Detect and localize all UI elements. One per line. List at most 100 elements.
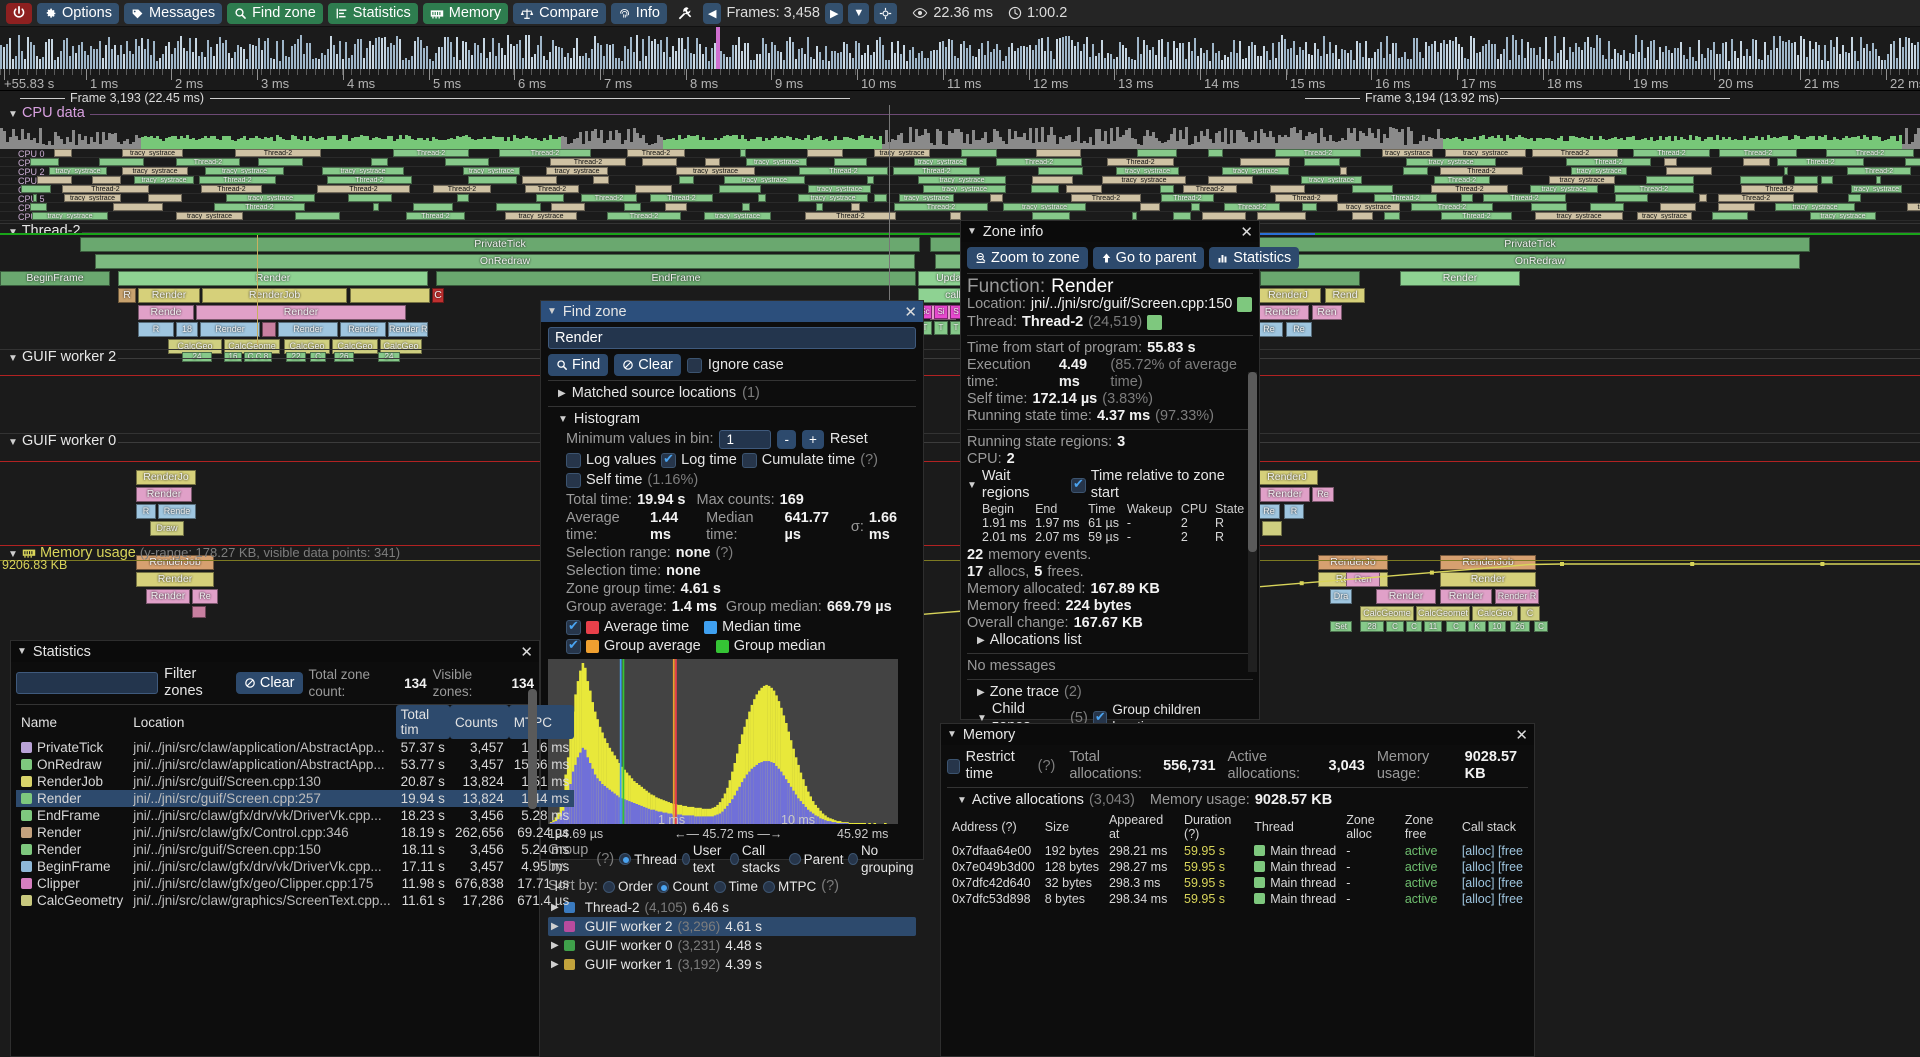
cpu-zone-block[interactable]: Thread-2 (1275, 149, 1361, 157)
timeline-zone[interactable]: Render (278, 322, 338, 337)
group-average-checkbox[interactable] (566, 637, 581, 654)
statistics-table[interactable]: Name Location Total timCountsMTPC PrivateT… (16, 705, 575, 909)
cpu-zone-block[interactable]: Thread-2 (1224, 203, 1280, 211)
cpu-zone-block[interactable] (1590, 203, 1624, 211)
cpu-zone-block[interactable]: tracy_systrace (808, 185, 871, 193)
cpu-zone-block[interactable]: Thread-2 (1107, 158, 1174, 166)
cpu-zone-block[interactable]: tracy_systrace (1775, 203, 1855, 211)
cpu-zone-block[interactable] (1666, 167, 1712, 175)
cpu-zone-block[interactable] (1794, 176, 1818, 184)
cpu-zone-block[interactable]: Thread-2 (805, 212, 896, 220)
cpu-zone-block[interactable] (624, 203, 641, 211)
statistics-scrollbar[interactable] (528, 689, 537, 809)
cpu-zone-block[interactable] (1066, 185, 1102, 193)
timeline-zone[interactable]: C (1406, 621, 1422, 632)
statistics-column-header[interactable]: Counts (449, 705, 509, 739)
cpu-zone-block[interactable] (705, 158, 720, 166)
thread-header-guif-worker-0[interactable]: ▼ GUIF worker 0 (8, 433, 116, 449)
table-row[interactable]: Render jni/../jni/src/claw/gfx/Control.cp… (16, 824, 574, 841)
timeline-zone[interactable]: 28 (1360, 621, 1384, 632)
timeline-zone[interactable]: Rende (158, 504, 196, 519)
timeline-zone[interactable]: Render (118, 271, 428, 286)
timeline-zone[interactable]: Re (1255, 322, 1283, 337)
timeline-zone[interactable]: 10 (1488, 621, 1506, 632)
cpu-zone-block[interactable] (1270, 185, 1305, 193)
filter-zones-input[interactable] (16, 672, 159, 694)
radio-icon[interactable] (763, 880, 776, 893)
sort-by-option[interactable]: MTPC (763, 878, 816, 895)
cpu-zone-block[interactable]: tracy_systrace (914, 158, 967, 166)
timeline-zone[interactable]: C (1386, 621, 1404, 632)
cpu-zone-block[interactable] (37, 176, 72, 184)
selection-range-help[interactable]: (?) (715, 545, 734, 561)
timeline-zone[interactable]: Re (1286, 322, 1312, 337)
cpu-zone-block[interactable]: tracy_systrace (49, 167, 107, 175)
timeline-zone[interactable]: Render (1400, 271, 1520, 286)
cpu-zone-block[interactable]: Thread-2 (893, 167, 980, 175)
timeline-zone[interactable]: RenderJob (202, 288, 347, 303)
frame-prev-button[interactable]: ◀ (702, 2, 722, 24)
go-to-parent-button[interactable]: Go to parent (1092, 247, 1205, 269)
histogram-section-row[interactable]: ▼ Histogram (548, 411, 916, 428)
cpu-zone-block[interactable] (874, 194, 887, 202)
cpu-zone-block[interactable]: Thread-2 (1847, 167, 1911, 175)
min-values-input[interactable]: 1 (719, 430, 772, 449)
cpu-zone-block[interactable] (113, 203, 163, 211)
timeline-zone[interactable]: RenderJ (1256, 470, 1318, 485)
cpu-zone-block[interactable] (719, 185, 761, 193)
cpu-zone-block[interactable]: Thread-2 (1071, 194, 1141, 202)
frame-strip[interactable] (0, 27, 1920, 69)
cpu-zone-block[interactable] (1876, 176, 1881, 184)
statistics-button[interactable]: Statistics (327, 2, 418, 24)
cpu-zone-block[interactable] (642, 158, 677, 166)
cpu-zone-block[interactable] (1821, 176, 1833, 184)
min-values-plus-button[interactable]: + (801, 430, 824, 449)
cpu-zone-block[interactable] (740, 149, 746, 157)
cpu-zone-block[interactable] (1699, 194, 1707, 202)
cpu-zone-block[interactable] (496, 203, 541, 211)
cpu-zone-block[interactable] (536, 194, 564, 202)
cpu-zone-block[interactable] (807, 149, 843, 157)
options-button[interactable]: Options (37, 2, 119, 24)
timeline-zone[interactable]: Render (1440, 589, 1492, 604)
timeline-zone[interactable]: K (1468, 621, 1486, 632)
timeline-zone[interactable] (350, 288, 430, 303)
time-ruler[interactable]: +55.83 s 1 ms 2 ms 3 ms 4 ms 5 ms 6 ms 7 ms 8 ms… (0, 69, 1920, 91)
cpu-zone-block[interactable]: Thread-2 (1633, 149, 1710, 157)
cpu-zone-block[interactable] (1036, 149, 1081, 157)
cpu-zone-block[interactable]: tracy_systrace (1301, 176, 1362, 184)
radio-icon[interactable] (681, 853, 690, 865)
cpu-zone-block[interactable]: Thread-2 (1777, 158, 1864, 166)
reset-button[interactable]: Reset (829, 431, 868, 447)
cpu-zone-block[interactable] (30, 203, 47, 211)
group-by-options[interactable]: Thread User text Call stacks Parent No group… (619, 842, 916, 876)
table-row[interactable]: 0x7e049b3d00 128 bytes 298.27 ms 59.95 s Mai… (947, 859, 1528, 875)
group-by-option[interactable]: User text (681, 842, 726, 876)
group-by-option[interactable]: Parent (788, 842, 843, 876)
cpu-zone-block[interactable] (373, 203, 379, 211)
self-time-checkbox[interactable] (566, 473, 581, 488)
chevron-down-icon[interactable]: ▼ (967, 226, 977, 237)
wait-regions-row[interactable]: ▼ Wait regions Time relative to zone sta… (967, 468, 1253, 502)
timeline-zone[interactable]: R (136, 504, 156, 519)
timeline-zone[interactable]: CalcGeo (332, 339, 378, 354)
cpu-zone-block[interactable] (1191, 203, 1200, 211)
timeline-zone[interactable]: 11 (1424, 621, 1442, 632)
cpu-zone-block[interactable] (867, 176, 874, 184)
sort-by-option[interactable]: Count (657, 878, 709, 895)
timeline-zone[interactable]: R (118, 288, 136, 303)
memory-column-header[interactable]: Size (1044, 820, 1070, 834)
cpu-zone-block[interactable]: Thread-2 (581, 194, 637, 202)
timeline-zone[interactable]: 26 (334, 352, 354, 362)
radio-icon[interactable] (657, 880, 670, 893)
restrict-time-help[interactable]: (?) (1037, 757, 1056, 774)
cpu-zone-block[interactable]: Thread-2 (1614, 185, 1694, 193)
find-zone-group-row[interactable]: ▶ GUIF worker 2 (3,296) 4.61 s (548, 917, 916, 936)
info-button[interactable]: Info (610, 2, 667, 24)
cpu-zone-block[interactable] (851, 203, 860, 211)
frame-menu-button[interactable]: ▼ (848, 2, 870, 24)
tools-button[interactable] (672, 3, 698, 24)
cpu-zone-block[interactable] (371, 158, 388, 166)
cpu-zone-block[interactable] (1531, 203, 1567, 211)
cpu-zone-block[interactable]: Thread-2 (650, 194, 713, 202)
